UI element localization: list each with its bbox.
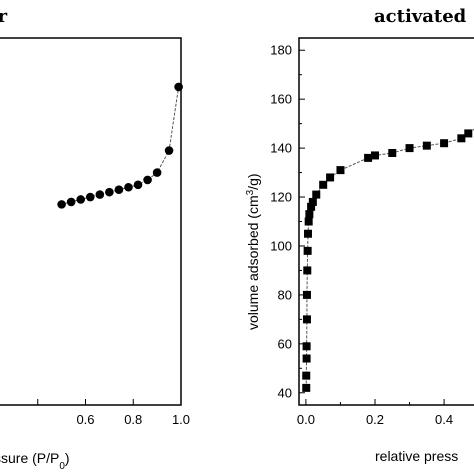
- right-data-point: [302, 315, 311, 324]
- left-data-point: [143, 175, 152, 185]
- left-data-point: [174, 82, 183, 92]
- right-x-tick-label: 0.4: [435, 412, 453, 427]
- right-y-tick-label: 120: [270, 190, 292, 205]
- right-y-tick-label: 160: [270, 92, 292, 107]
- right-series-line: [305, 128, 474, 388]
- right-y-ticks: 40 60 80 100 120 140 160 180: [270, 43, 305, 400]
- right-data-point: [307, 202, 316, 211]
- right-data-point: [302, 371, 311, 380]
- right-y-tick-label: 60: [278, 336, 292, 351]
- right-x-tick-label: 0.2: [366, 412, 384, 427]
- left-plot-frame: [0, 37, 182, 406]
- right-data-point: [464, 129, 473, 138]
- left-data-point: [133, 180, 143, 190]
- right-data-point: [308, 197, 317, 206]
- left-data-point: [124, 182, 133, 192]
- right-data-point: [302, 342, 311, 351]
- left-chart: ar 0.6 0.8 1.0 ssure (P/P0): [0, 6, 190, 472]
- left-x-tick-label: 0.8: [124, 412, 142, 427]
- right-data-point: [364, 153, 373, 162]
- right-x-axis-label: relative press: [375, 448, 458, 464]
- left-data-point: [85, 192, 95, 202]
- right-y-tick-label: 180: [270, 43, 292, 58]
- left-x-ticks: 0.6 0.8 1.0: [37, 399, 190, 427]
- right-data-point: [302, 290, 311, 299]
- right-y-tick-label: 140: [270, 141, 292, 156]
- right-data-marks: [302, 128, 474, 392]
- right-data-point: [303, 246, 312, 255]
- right-data-point: [336, 166, 345, 175]
- right-data-point: [457, 134, 466, 143]
- right-data-point: [312, 190, 321, 199]
- right-data-point: [303, 229, 312, 238]
- left-data-point: [114, 185, 124, 194]
- left-data-point: [105, 187, 114, 197]
- left-data-point: [66, 197, 76, 207]
- right-chart-title: activated: [374, 6, 467, 27]
- right-data-point: [326, 173, 335, 182]
- left-data-point: [95, 190, 105, 199]
- left-data-point: [76, 195, 86, 204]
- left-x-tick-label: 0.6: [76, 412, 94, 427]
- right-data-point: [440, 139, 449, 148]
- right-data-point: [422, 141, 431, 150]
- left-x-axis-label: ssure (P/P0): [0, 450, 70, 472]
- right-data-point: [371, 151, 379, 160]
- right-data-point: [303, 266, 312, 275]
- left-data-point: [57, 200, 66, 209]
- left-data-marks: [57, 82, 183, 209]
- right-data-point: [388, 148, 397, 157]
- right-x-tick-label: 0.0: [297, 412, 315, 427]
- right-y-tick-label: 80: [278, 287, 292, 302]
- right-data-point: [305, 210, 314, 219]
- right-x-ticks: 0.0 0.2 0.4: [297, 399, 453, 427]
- right-y-tick-label: 40: [278, 385, 292, 400]
- right-data-point: [319, 180, 328, 189]
- right-chart: activated 0.0 0.2 0.4 40 60 80 100 120 140 160 18…: [245, 6, 474, 464]
- left-x-tick-label: 1.0: [172, 412, 190, 427]
- left-chart-title: ar: [0, 6, 8, 27]
- right-y-tick-label: 100: [270, 238, 292, 253]
- left-data-point: [164, 146, 174, 155]
- right-data-point: [405, 144, 414, 153]
- left-data-point: [152, 168, 162, 177]
- right-data-point: [302, 354, 311, 363]
- right-data-point: [302, 383, 311, 392]
- right-data-point: [304, 217, 313, 226]
- right-y-axis-label: volume adsorbed (cm3/g): [245, 173, 262, 330]
- right-plot-frame: [298, 37, 474, 406]
